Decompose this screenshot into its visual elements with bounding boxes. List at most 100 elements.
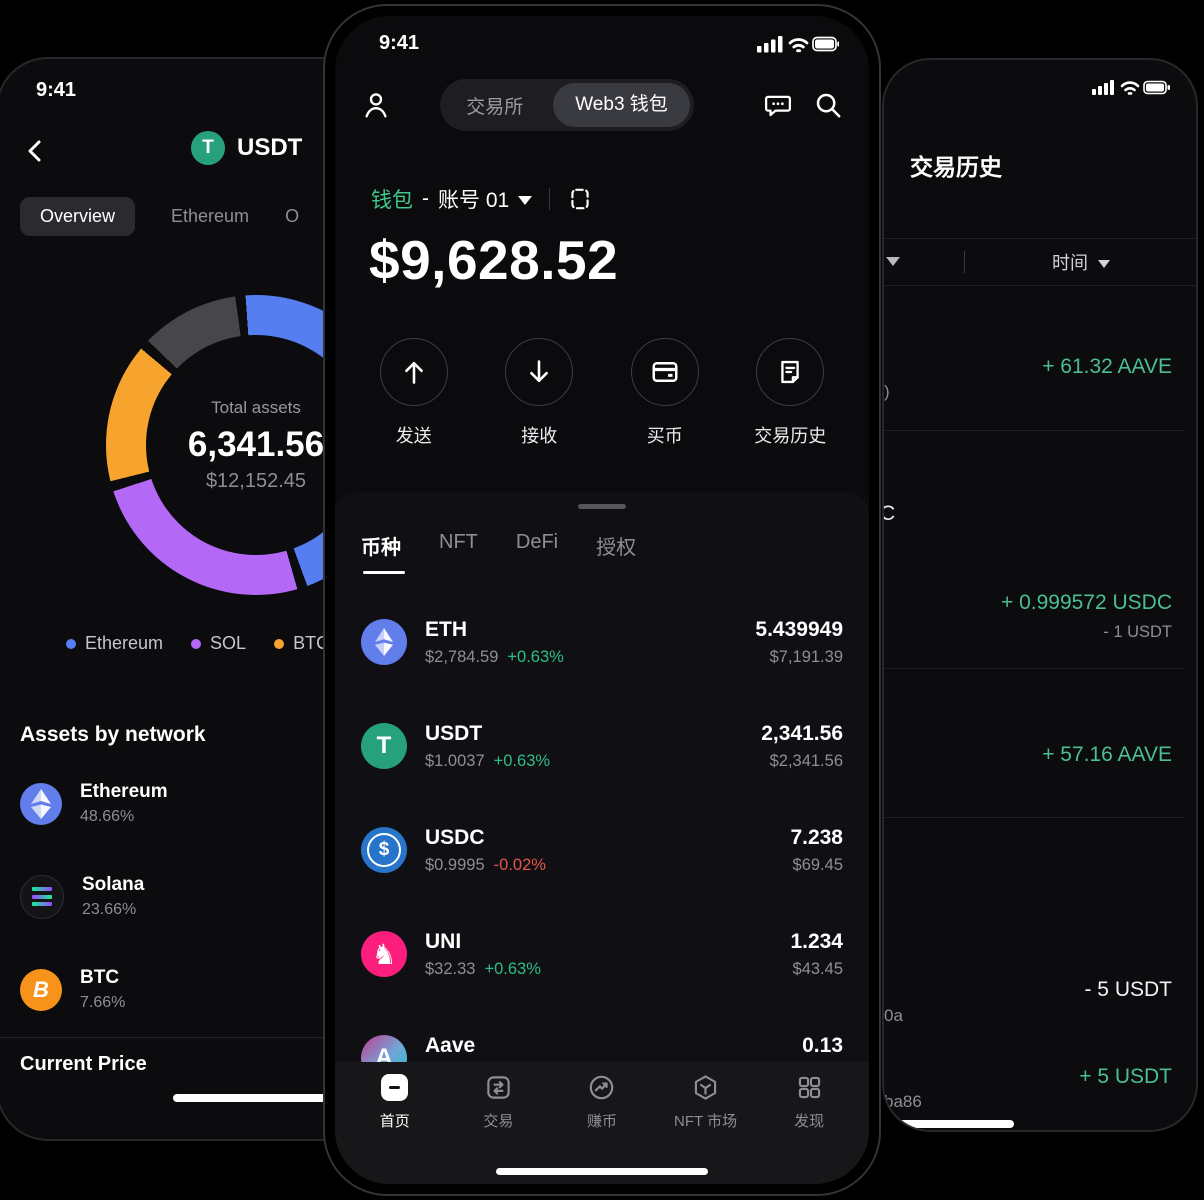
token-price: $2,784.59: [425, 647, 499, 666]
token-change: -0.02%: [493, 855, 546, 874]
status-bar: 9:41: [379, 32, 839, 55]
transaction-row[interactable]: + 0.999572 USDC - 1 USDT: [1001, 591, 1172, 642]
account-name: 账号 01: [438, 189, 510, 212]
action-label: 买币: [646, 426, 683, 446]
account-selector[interactable]: 钱包 - 账号 01: [371, 184, 593, 214]
token-amount: 1.234: [790, 929, 843, 953]
legend-label: Ethereum: [85, 633, 164, 653]
arrow-up-icon: [404, 361, 423, 384]
tab-web3-wallet[interactable]: Web3 钱包: [553, 83, 690, 127]
document-icon: [781, 360, 799, 384]
account-dash: -: [422, 187, 429, 210]
home-indicator[interactable]: [496, 1168, 708, 1175]
coin-title: USDT: [237, 134, 303, 161]
current-price-label: Current Price: [20, 1053, 147, 1075]
chat-button[interactable]: [763, 90, 793, 120]
arrow-down-icon: [530, 360, 549, 383]
bottom-nav: 首页 交易 赚币 NFT 市场: [335, 1062, 869, 1184]
receive-button[interactable]: 接收: [477, 338, 603, 448]
nav-label: 赚币: [586, 1113, 617, 1130]
divider: [549, 188, 551, 210]
history-button[interactable]: 交易历史: [728, 338, 854, 448]
wifi-icon: [1120, 81, 1140, 95]
status-icons: [757, 36, 839, 53]
home-indicator[interactable]: [173, 1094, 393, 1102]
token-amount: 7.238: [790, 825, 843, 849]
eth-icon: [361, 619, 407, 665]
battery-icon: [1143, 80, 1170, 95]
signal-icon: [1092, 80, 1114, 95]
buy-crypto-button[interactable]: 买币: [602, 338, 728, 448]
nav-trade[interactable]: 交易: [447, 1074, 551, 1184]
token-row-usdc[interactable]: $ USDC $0.9995 -0.02% 7.238 $69.45: [335, 798, 869, 902]
tab-coins[interactable]: 币种: [361, 531, 405, 574]
status-icons: [1092, 78, 1170, 96]
tab-nft[interactable]: NFT: [439, 531, 478, 553]
tab-approvals[interactable]: 授权: [596, 537, 637, 559]
token-row-usdt[interactable]: T USDT $1.0037 +0.63% 2,341.56 $2,341.56: [335, 694, 869, 798]
nav-label: NFT 市场: [674, 1113, 738, 1130]
nav-label: 交易: [483, 1113, 514, 1130]
tab-overview[interactable]: Overview: [20, 197, 136, 236]
nav-earn[interactable]: 赚币: [550, 1074, 654, 1184]
network-row-solana[interactable]: Solana 23.66%: [20, 874, 144, 919]
tab-defi[interactable]: DeFi: [515, 531, 559, 553]
token-value: $43.45: [792, 959, 843, 978]
signal-icon: [757, 36, 783, 53]
chat-bubble-icon: [765, 95, 791, 117]
transaction-row[interactable]: + 57.16 AAVE: [1042, 743, 1172, 767]
trade-swap-icon: [487, 1076, 510, 1099]
nav-home[interactable]: 首页: [343, 1074, 447, 1184]
usdc-icon: $: [361, 827, 407, 873]
transaction-row[interactable]: - 5 USDT: [1084, 978, 1172, 1002]
filter-fragment-caret[interactable]: [886, 257, 900, 266]
transaction-amount: + 0.999572 USDC: [1000, 591, 1172, 614]
transaction-fragment: ): [884, 382, 890, 401]
list-divider: [884, 817, 1184, 818]
search-button[interactable]: [813, 90, 843, 120]
tab-partial[interactable]: O: [285, 206, 300, 226]
nav-discover[interactable]: 发现: [757, 1074, 861, 1184]
center-phone-screen: 9:41 交易所 Web3 钱包: [335, 16, 869, 1184]
token-amount: 0.13: [802, 1033, 843, 1057]
network-row-btc[interactable]: B BTC 7.66%: [20, 967, 125, 1012]
legend-dot-sol: [191, 638, 202, 649]
assets-by-network-title: Assets by network: [20, 723, 206, 746]
network-row-ethereum[interactable]: Ethereum 48.66%: [20, 781, 168, 826]
search-icon: [816, 93, 841, 118]
scan-device-button[interactable]: [567, 186, 593, 212]
token-value: $7,191.39: [769, 647, 843, 666]
legend-label: BTC: [293, 633, 330, 653]
receive-circle: [505, 338, 574, 406]
token-symbol: ETH: [425, 617, 467, 641]
nav-label: 首页: [379, 1113, 410, 1130]
home-indicator[interactable]: [884, 1120, 1014, 1128]
donut-center-text: Total assets 6,341.56 $12,152.45: [106, 295, 406, 595]
time-filter[interactable]: 时间: [1052, 249, 1110, 275]
token-value: $2,341.56: [769, 751, 843, 770]
token-row-eth[interactable]: ETH $2,784.59 +0.63% 5.439949 $7,191.39: [335, 590, 869, 694]
card-icon: [652, 362, 678, 382]
uni-icon: ♞: [361, 931, 407, 977]
network-name: BTC: [80, 967, 120, 988]
back-button[interactable]: [24, 139, 46, 163]
token-row-uni[interactable]: ♞ UNI $32.33 +0.63% 1.234 $43.45: [335, 902, 869, 1006]
nav-label: 发现: [794, 1113, 825, 1130]
send-button[interactable]: 发送: [351, 338, 477, 448]
token-price: $0.9995: [425, 855, 485, 874]
nav-nft-market[interactable]: NFT 市场: [654, 1074, 758, 1184]
drag-handle[interactable]: [578, 504, 626, 509]
list-divider: [884, 430, 1184, 431]
overview-tabs: Overview Ethereum O: [20, 197, 299, 236]
tab-exchange[interactable]: 交易所: [466, 96, 524, 118]
transaction-row[interactable]: + 5 USDT: [1079, 1065, 1172, 1089]
tab-ethereum[interactable]: Ethereum: [171, 206, 250, 226]
wallet-balance: $9,628.52: [369, 229, 619, 291]
bitcoin-icon: B: [20, 968, 62, 1011]
transaction-sub-amount: - 1 USDT: [1103, 623, 1172, 641]
action-buttons: 发送 接收 买币: [351, 338, 853, 448]
token-symbol: USDT: [425, 721, 483, 745]
coin-header: T USDT: [191, 131, 302, 165]
profile-button[interactable]: [361, 90, 391, 120]
transaction-row[interactable]: + 61.32 AAVE: [1042, 355, 1172, 379]
